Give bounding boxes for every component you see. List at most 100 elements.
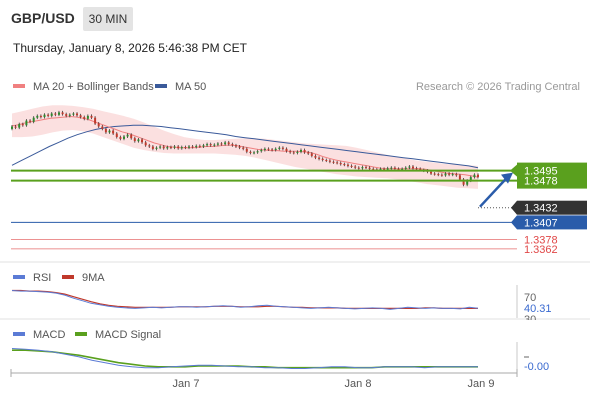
candle-body (466, 180, 469, 185)
candle-body (289, 151, 292, 153)
candle-body (79, 115, 82, 118)
candle-body (473, 174, 476, 178)
candle-body (25, 120, 28, 126)
candle-body (336, 162, 339, 164)
candle-body (321, 158, 324, 160)
candle-body (58, 112, 60, 115)
candle-body (469, 177, 472, 181)
candle-body (115, 133, 118, 137)
candle-body (43, 114, 46, 118)
candle-body (238, 146, 241, 148)
candle-body (372, 168, 375, 170)
candle-body (21, 124, 24, 126)
candle-body (184, 147, 187, 149)
candle-body (97, 123, 100, 127)
candle-body (433, 173, 436, 175)
candle-body (209, 144, 212, 146)
candle-body (14, 126, 17, 128)
candle-body (310, 153, 313, 156)
candle-body (458, 175, 461, 180)
rsi-line (11, 290, 479, 310)
legend-macd-signal-swatch (75, 332, 87, 336)
candle-body (68, 114, 71, 116)
candle-body (61, 112, 64, 115)
resistance-tag (517, 162, 587, 189)
candle-body (296, 151, 299, 153)
candle-body (401, 168, 404, 170)
candle-body (29, 120, 32, 122)
candle-body (408, 166, 411, 168)
candle-body (332, 161, 335, 163)
target-arrow-shaft (479, 175, 509, 208)
ma50-line (11, 124, 479, 169)
candle-body (339, 163, 342, 165)
candle-body (90, 115, 93, 118)
legend-ma50-label: MA 50 (175, 81, 206, 93)
candle-body (328, 160, 331, 162)
candle-body (112, 130, 115, 134)
candle-body (50, 113, 53, 116)
rsi-value: 40.31 (524, 303, 552, 315)
rsi-ma-line (12, 289, 478, 309)
candle-body (104, 128, 107, 133)
candle-body (325, 160, 328, 161)
candle-body (108, 130, 111, 133)
candle-body (191, 146, 194, 148)
ma20-line (11, 115, 479, 178)
candle-body (130, 134, 133, 139)
candle-body (123, 136, 125, 139)
candle-body (202, 145, 205, 147)
candle-body (198, 145, 201, 147)
candle-body (368, 167, 371, 169)
candle-body (155, 147, 158, 149)
legend-rsi-swatch (13, 275, 25, 279)
candle-body (86, 115, 89, 119)
tag-pointer (511, 200, 517, 215)
rsi-level-70: 70 (524, 292, 536, 304)
candle-body (300, 150, 302, 152)
candle-body (76, 113, 78, 116)
candle-body (365, 167, 367, 169)
candle-body (393, 167, 396, 169)
candle-body (455, 174, 458, 176)
candle-body (141, 139, 143, 143)
candle-body (307, 152, 310, 154)
candle-body (383, 168, 386, 170)
candle-body (72, 113, 75, 115)
candle-body (65, 114, 68, 116)
candle-body (318, 157, 321, 159)
candle-body (18, 124, 21, 128)
candle-body (390, 167, 393, 169)
candle-body (32, 117, 35, 122)
candle-body (303, 150, 306, 153)
candle-body (354, 166, 357, 168)
timeframe-button[interactable]: 30 MIN (83, 7, 133, 31)
support-tag (517, 215, 587, 230)
macd-line (11, 348, 478, 369)
candle-body (462, 179, 465, 185)
candle-body (267, 148, 270, 150)
candle-body (126, 134, 129, 137)
candle-body (437, 174, 440, 176)
candle-body (151, 146, 154, 149)
level-label: 1.3432 (524, 203, 558, 215)
candle-body (285, 148, 288, 152)
candle-body (188, 146, 190, 148)
level-label: 1.3495 (524, 166, 558, 178)
legend-rsi-label: RSI (33, 272, 51, 284)
legend-9ma-label: 9MA (82, 272, 105, 284)
candle-body (227, 142, 230, 145)
current-price-tag (517, 200, 587, 215)
level-label: 1.3378 (524, 235, 558, 247)
candle-body (101, 126, 104, 129)
legend-ma20-swatch (13, 84, 25, 88)
candle-body (166, 147, 169, 149)
candle-body (350, 165, 353, 167)
level-label: 1.3478 (524, 176, 558, 188)
macd-value: -0.00 (524, 361, 549, 373)
candle-body (195, 145, 198, 148)
candle-body (386, 168, 389, 170)
candle-body (220, 143, 223, 145)
